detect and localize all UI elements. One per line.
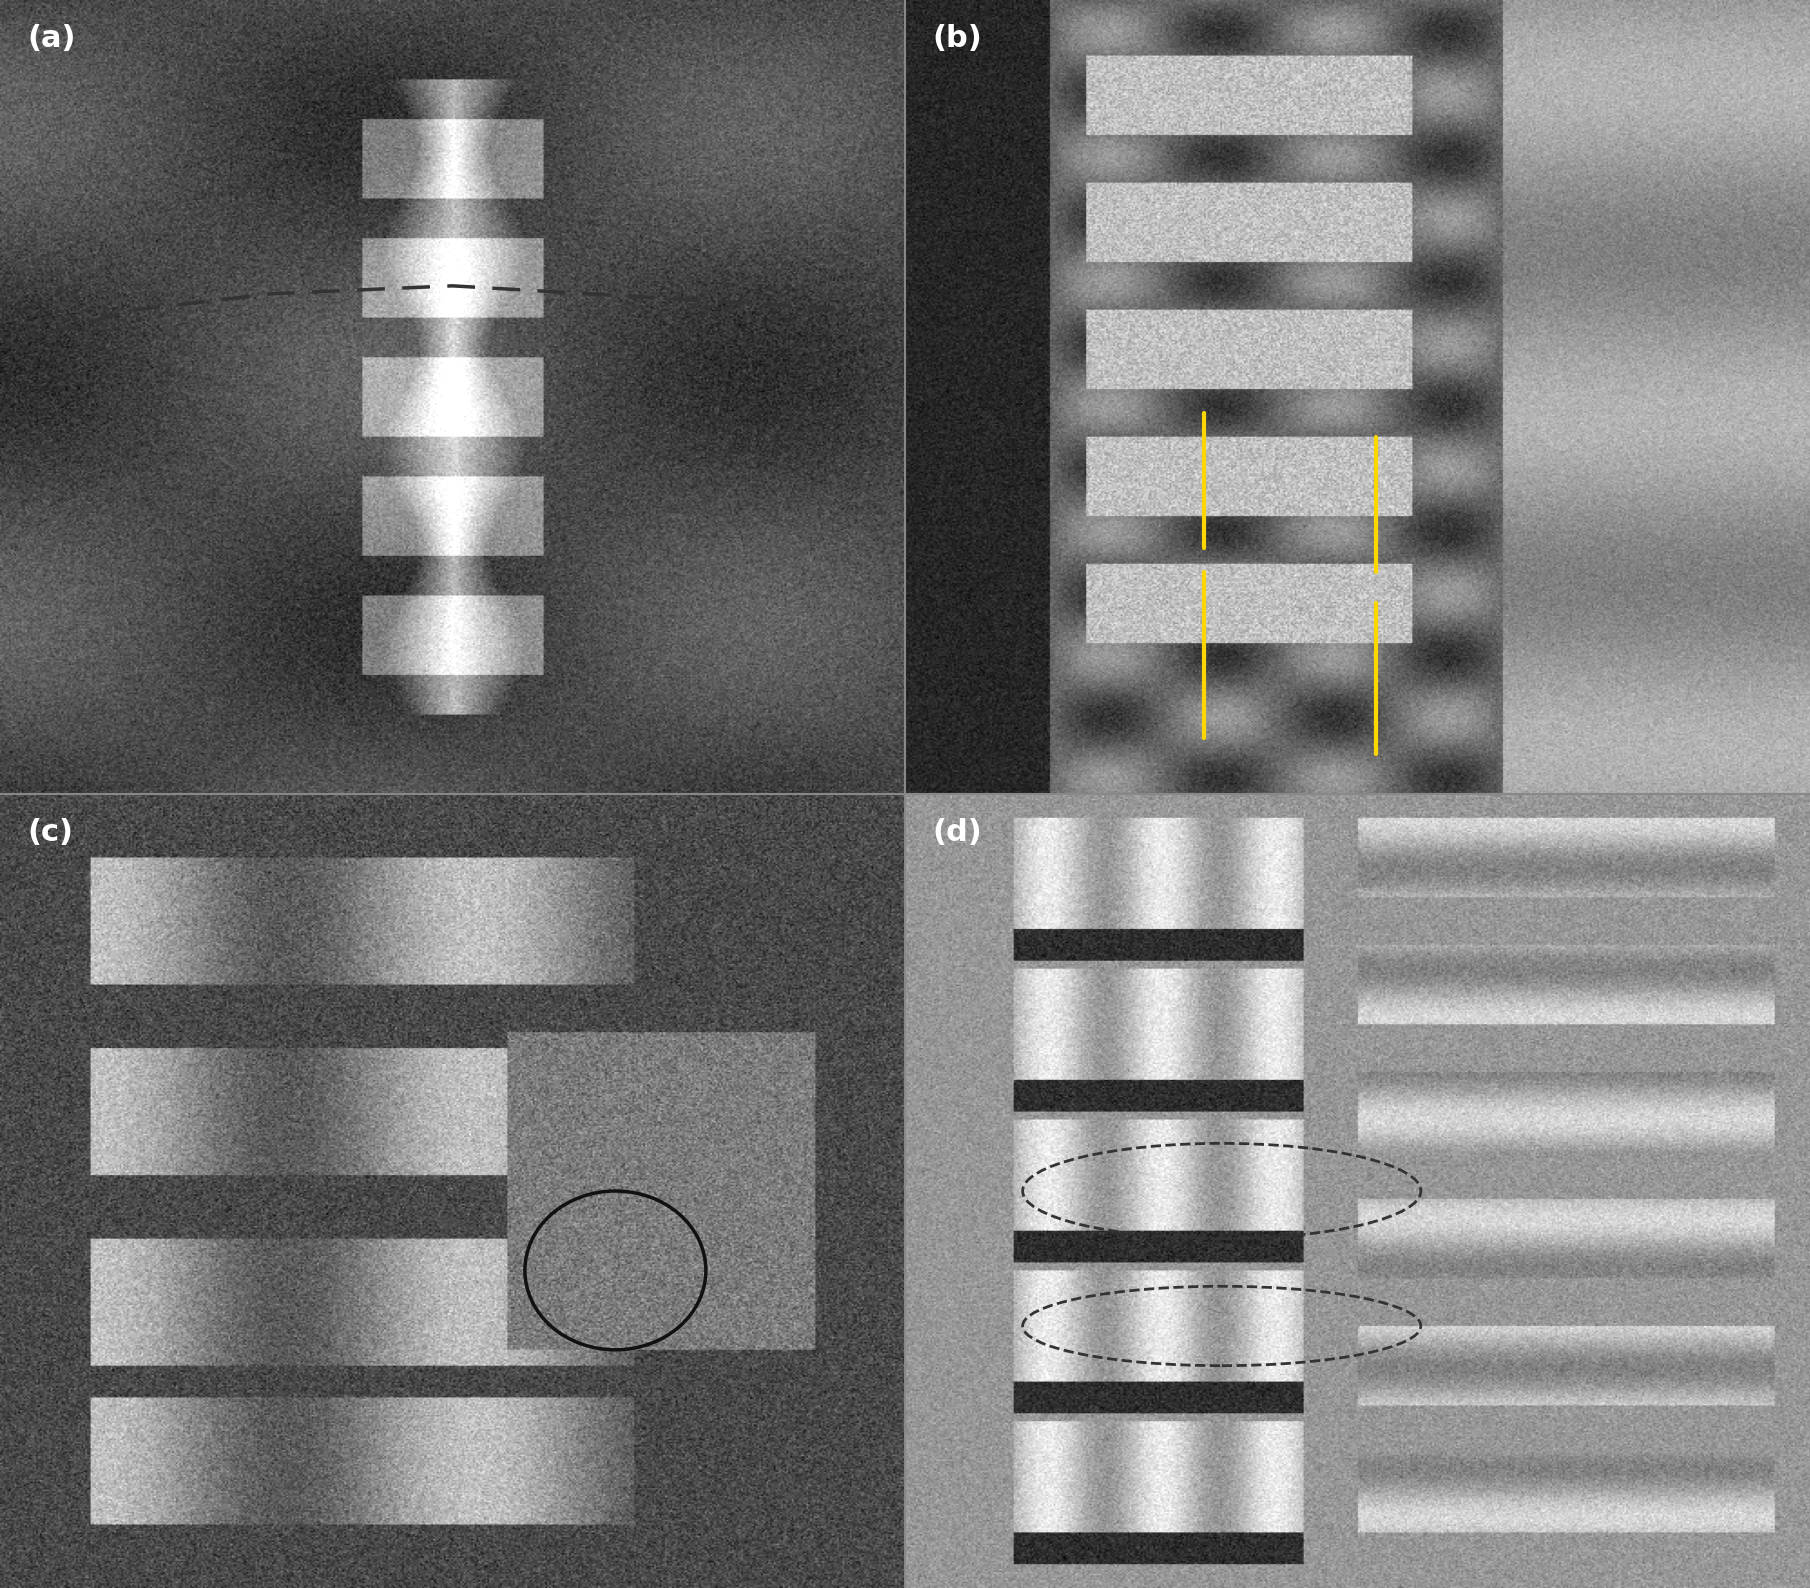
Text: (d): (d) xyxy=(932,818,981,846)
Text: (a): (a) xyxy=(27,24,76,52)
Text: (b): (b) xyxy=(932,24,981,52)
Text: (c): (c) xyxy=(27,818,72,846)
